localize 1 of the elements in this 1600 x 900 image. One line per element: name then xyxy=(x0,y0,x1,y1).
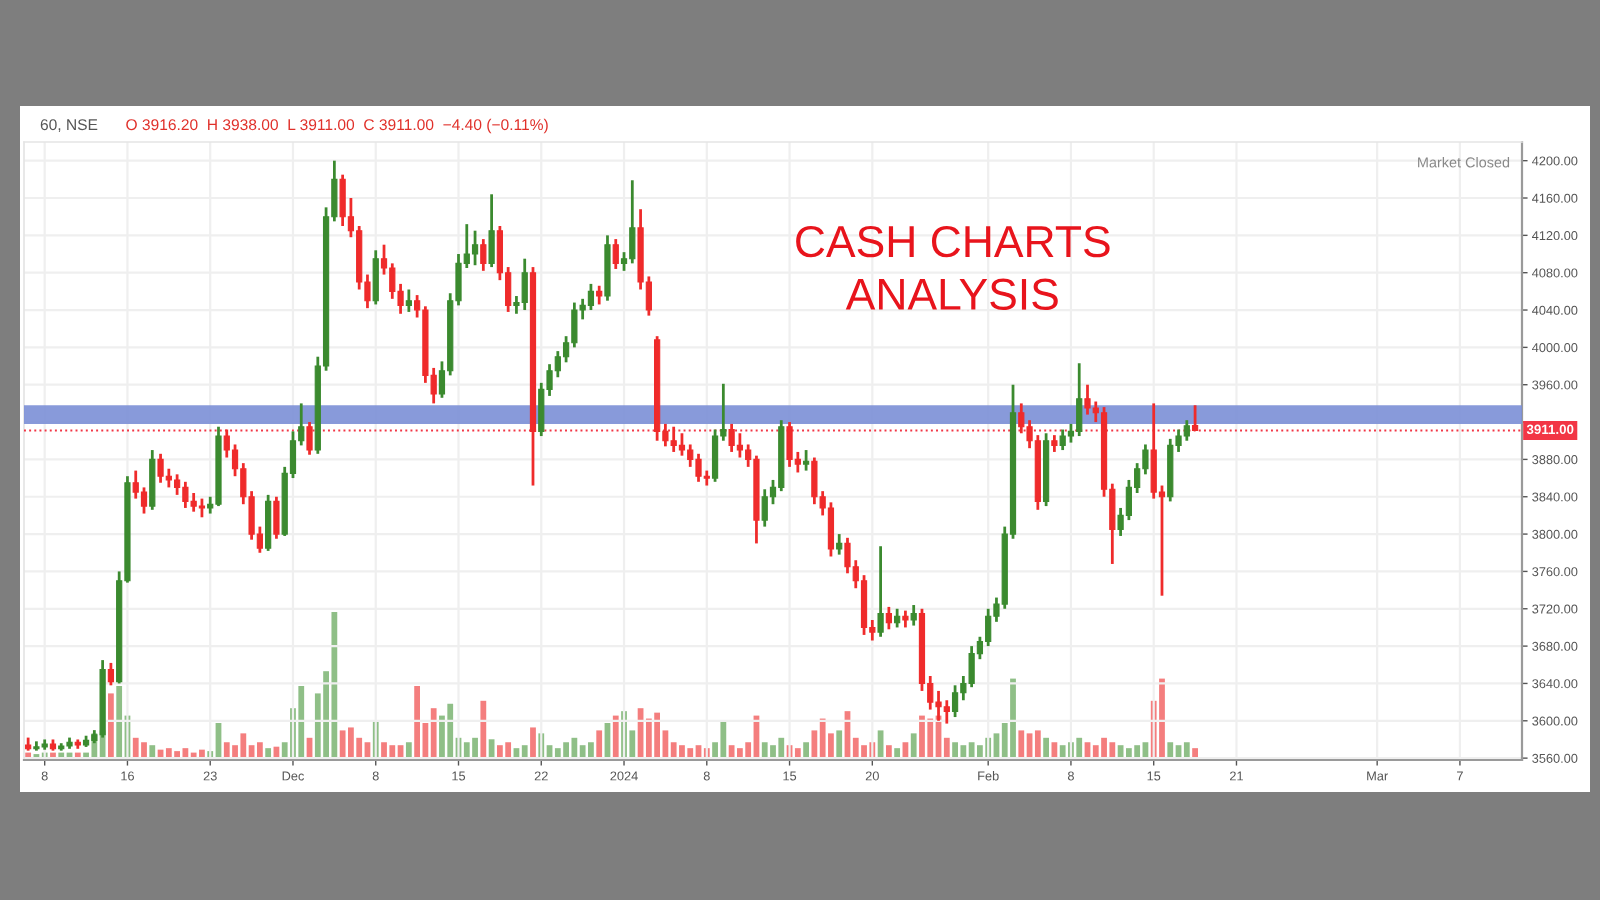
text: CASH CHARTS ANALYSIS xyxy=(796,225,1110,311)
